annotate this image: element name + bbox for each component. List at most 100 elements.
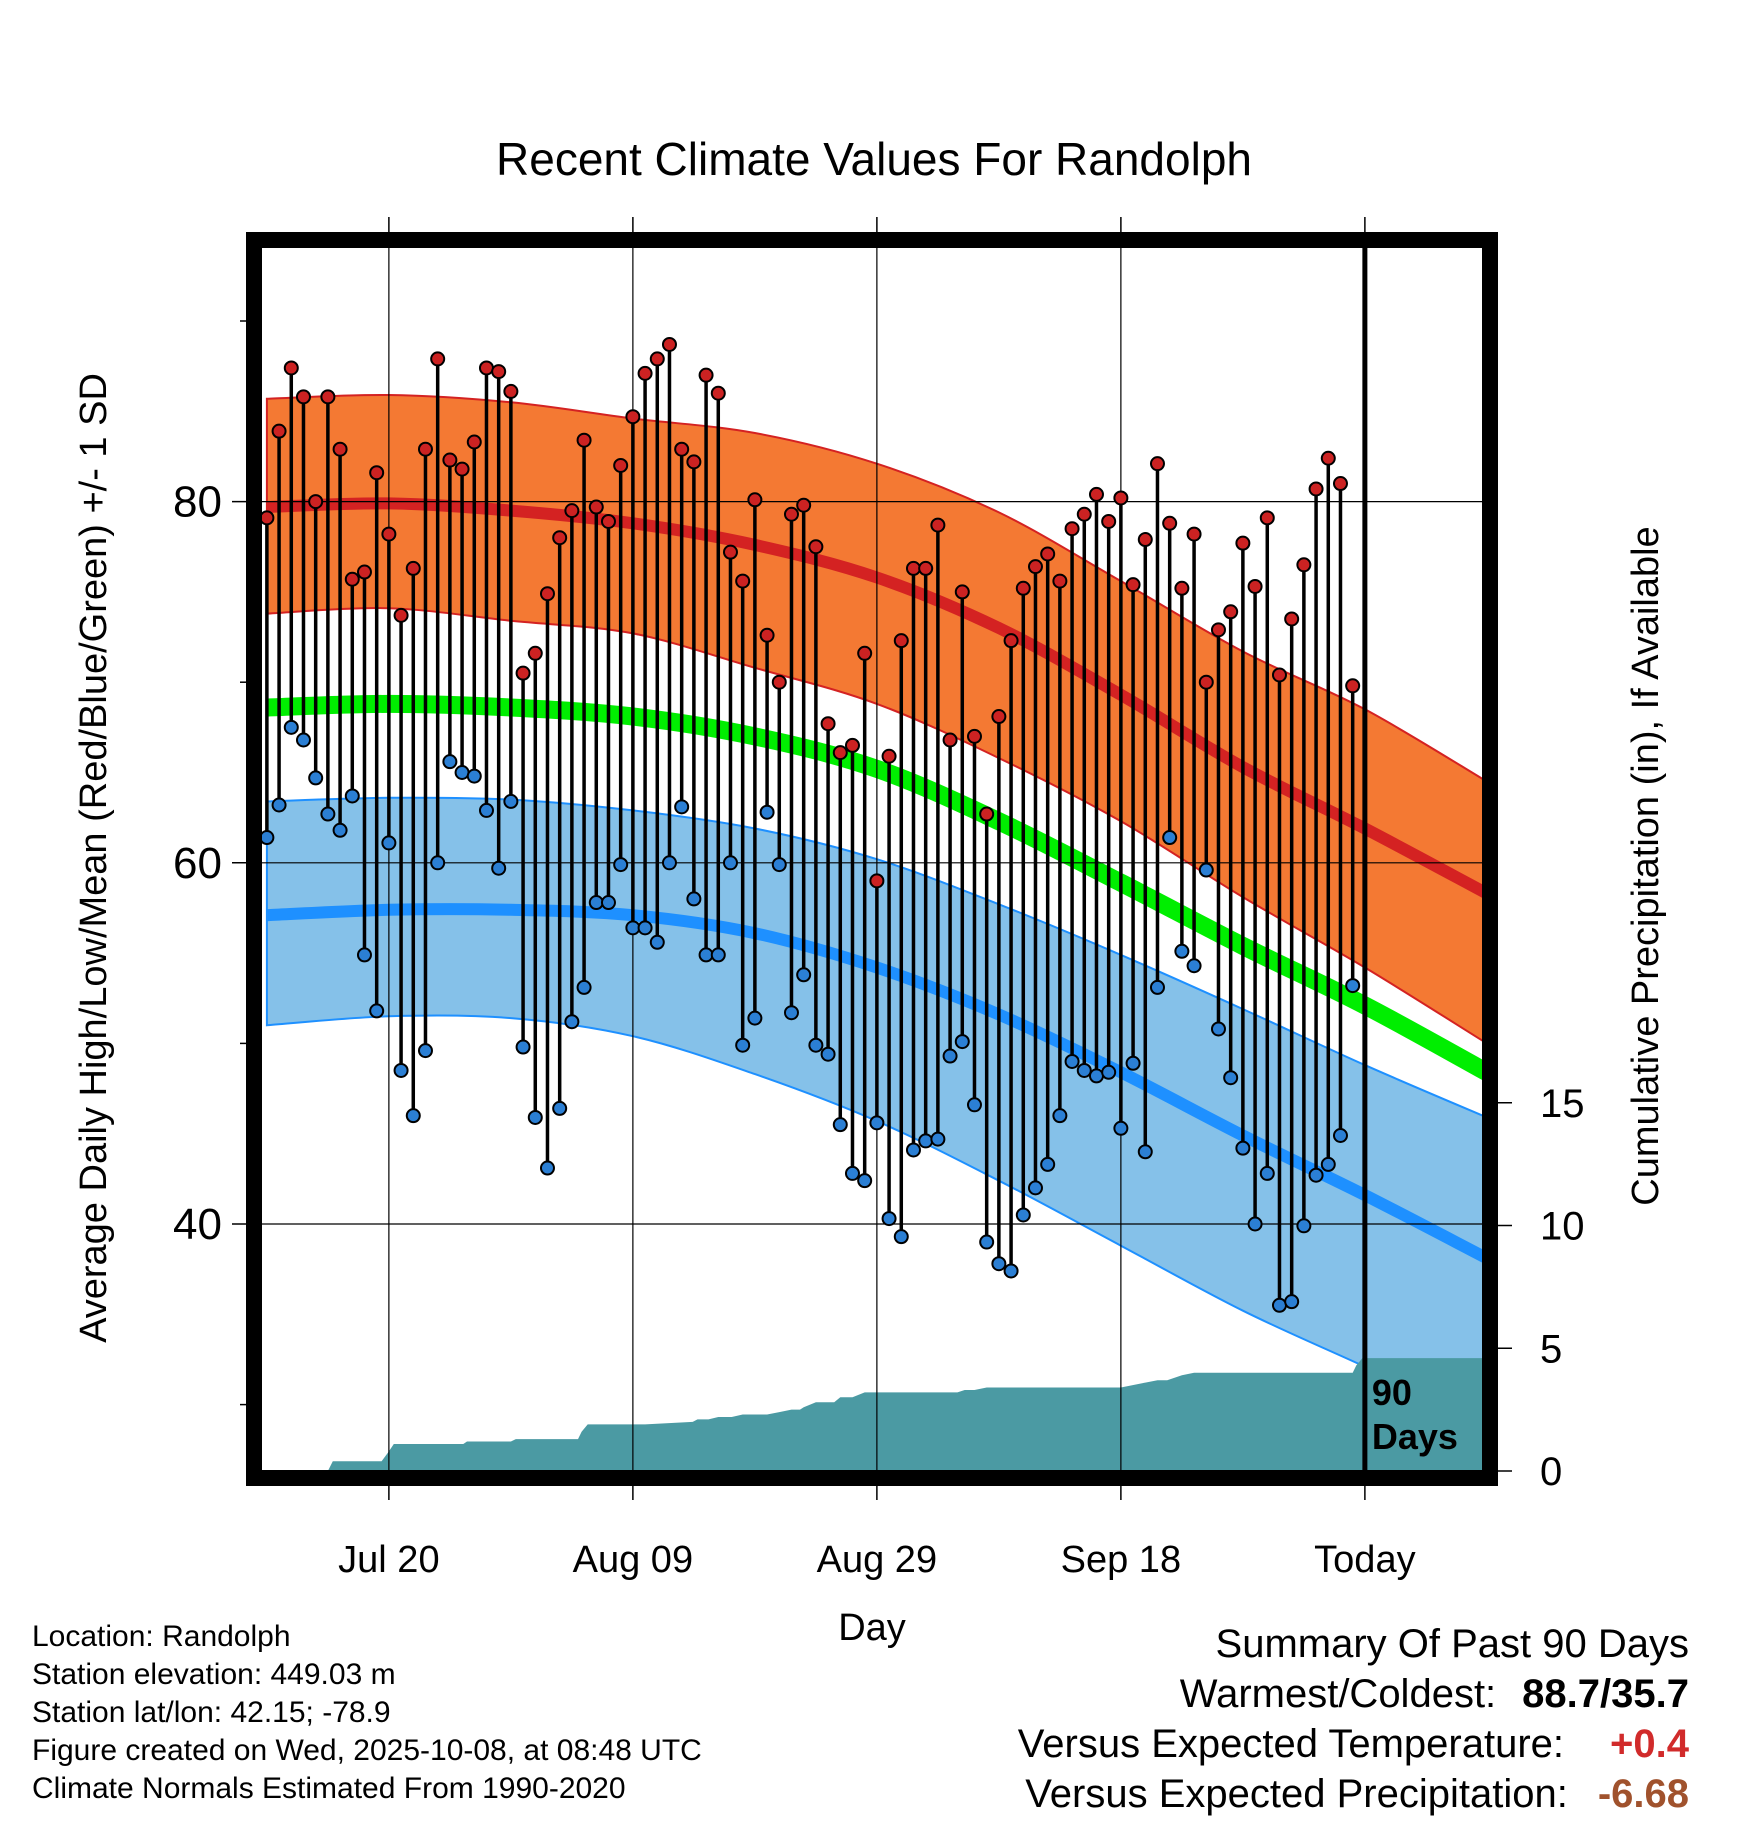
- daily-low-point: [771, 857, 787, 873]
- daily-low-point: [869, 1115, 885, 1131]
- x-tick-label: Sep 18: [1061, 1539, 1181, 1581]
- daily-high-point: [466, 434, 482, 450]
- daily-low-point: [832, 1117, 848, 1133]
- y2-axis-label: Cumulative Precipitation (in), If Availa…: [1625, 526, 1667, 1205]
- y-tick-label: 40: [173, 1200, 222, 1249]
- figure-created: Figure created on Wed, 2025-10-08, at 08…: [32, 1734, 702, 1767]
- daily-high-point: [478, 360, 494, 376]
- daily-low-point: [1320, 1156, 1336, 1172]
- summary-heading-text: Summary Of Past 90 Days: [1215, 1622, 1689, 1666]
- daily-high-point: [259, 510, 275, 526]
- daily-low-point: [1210, 1021, 1226, 1037]
- daily-high-point: [625, 409, 641, 425]
- daily-high-point: [857, 645, 873, 661]
- daily-high-point: [808, 539, 824, 555]
- station-elevation: Station elevation: 449.03 m: [32, 1658, 396, 1691]
- daily-low-point: [991, 1256, 1007, 1272]
- daily-high-point: [527, 645, 543, 661]
- daily-high-point: [771, 674, 787, 690]
- daily-low-point: [783, 1005, 799, 1021]
- daily-low-point: [515, 1039, 531, 1055]
- daily-high-point: [1162, 515, 1178, 531]
- daily-high-point: [1101, 513, 1117, 529]
- daily-high-point: [1271, 667, 1287, 683]
- daily-low-point: [381, 835, 397, 851]
- daily-low-point: [405, 1108, 421, 1124]
- daily-low-point: [1088, 1068, 1104, 1084]
- daily-low-point: [393, 1062, 409, 1078]
- daily-low-point: [454, 765, 470, 780]
- daily-high-point: [454, 461, 470, 477]
- daily-high-point: [491, 364, 507, 380]
- cumulative-precip-area: [262, 1358, 1482, 1470]
- daily-low-point: [430, 855, 446, 871]
- daily-high-point: [686, 454, 702, 470]
- daily-high-point: [881, 748, 897, 764]
- daily-high-point: [600, 513, 616, 529]
- chart-title: Recent Climate Values For Randolph: [496, 133, 1252, 185]
- daily-high-point: [1052, 573, 1068, 589]
- daily-low-point: [747, 1010, 763, 1026]
- daily-low-point: [722, 855, 738, 871]
- summary-precip-row: Versus Expected Precipitation: -6.68: [1025, 1772, 1689, 1817]
- daily-low-point: [1235, 1140, 1251, 1156]
- location-label: Location: Randolph: [32, 1620, 291, 1653]
- daily-high-point: [332, 441, 348, 457]
- daily-high-point: [442, 452, 458, 468]
- daily-high-point: [1186, 526, 1202, 542]
- y2-tick-label: 5: [1540, 1327, 1562, 1371]
- climate-normals-note: Climate Normals Estimated From 1990-2020: [32, 1772, 626, 1805]
- daily-low-point: [613, 857, 629, 873]
- daily-high-point: [515, 665, 531, 681]
- daily-high-point: [649, 351, 665, 367]
- temp-value: +0.4: [1610, 1722, 1689, 1766]
- daily-low-point: [442, 754, 458, 770]
- daily-low-point: [918, 1133, 934, 1149]
- daily-high-point: [918, 560, 934, 576]
- daily-high-point: [588, 499, 604, 515]
- daily-high-point: [1210, 622, 1226, 638]
- daily-low-point: [1003, 1263, 1019, 1279]
- window-label: 90: [1372, 1372, 1412, 1413]
- summary-warmest-row: Warmest/Coldest: 88.7/35.7: [1180, 1672, 1689, 1717]
- daily-low-point: [271, 797, 287, 813]
- daily-low-point: [637, 920, 653, 936]
- daily-high-point: [1003, 633, 1019, 649]
- daily-low-point: [942, 1048, 958, 1064]
- daily-low-point: [1345, 978, 1361, 994]
- daily-low-point: [369, 1003, 385, 1019]
- daily-low-point: [1137, 1144, 1153, 1160]
- daily-high-point: [698, 367, 714, 383]
- daily-high-point: [295, 389, 311, 405]
- daily-low-point: [881, 1211, 897, 1227]
- daily-high-point: [1198, 674, 1214, 690]
- daily-high-point: [1174, 580, 1190, 596]
- daily-high-point: [710, 385, 726, 401]
- summary-temp-row: Versus Expected Temperature: +0.4: [1018, 1722, 1689, 1767]
- daily-low-point: [295, 732, 311, 748]
- daily-low-point: [332, 822, 348, 838]
- daily-low-point: [979, 1234, 995, 1250]
- daily-low-point: [417, 1043, 433, 1059]
- daily-low-point: [1149, 979, 1165, 995]
- daily-high-point: [369, 465, 385, 481]
- daily-low-point: [320, 806, 336, 822]
- plot-frame: [246, 232, 1498, 1486]
- daily-low-point: [674, 799, 690, 815]
- daily-high-point: [722, 544, 738, 560]
- daily-high-point: [613, 457, 629, 473]
- daily-high-point: [747, 492, 763, 508]
- daily-low-point: [1186, 958, 1202, 974]
- summary-heading: Summary Of Past 90 Days: [1216, 1622, 1689, 1667]
- daily-high-point: [344, 571, 360, 587]
- daily-low-point: [905, 1142, 921, 1158]
- daily-low-point: [930, 1131, 946, 1147]
- daily-high-point: [564, 503, 580, 519]
- daily-low-point: [1308, 1167, 1324, 1183]
- daily-low-point: [576, 979, 592, 995]
- daily-high-point: [552, 530, 568, 546]
- y-tick-label: 80: [173, 478, 222, 527]
- daily-high-point: [735, 573, 751, 589]
- daily-high-point: [869, 873, 885, 889]
